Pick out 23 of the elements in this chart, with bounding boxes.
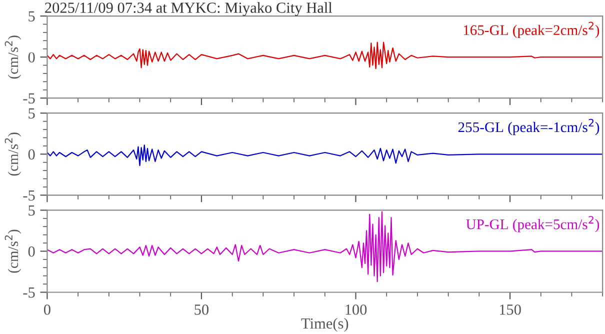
y-tick-label: 0 — [28, 149, 35, 160]
y-tick-label: 5 — [28, 205, 35, 216]
y-axis-title: (cm/s$^{2}$) — [4, 132, 22, 176]
y-tick-label: 5 — [28, 11, 35, 22]
y-tick-label: -5 — [23, 93, 35, 104]
series-label: 255-GL (peak=-1cm/s$^{2}$) — [458, 118, 600, 136]
y-tick-label: 5 — [28, 108, 35, 119]
y-tick-label: 0 — [28, 52, 35, 63]
x-tick-label: 150 — [500, 304, 521, 315]
y-tick-label: 0 — [28, 246, 35, 257]
line-series — [47, 144, 603, 166]
series-label: 165-GL (peak=2cm/s$^{2}$) — [464, 22, 600, 38]
x-axis-title: Time(s) — [301, 318, 348, 332]
y-tick-label: -5 — [23, 288, 35, 298]
x-tick-label: 0 — [44, 304, 50, 315]
y-axis-title: (cm/s$^{2}$) — [4, 36, 22, 79]
line-series — [47, 42, 603, 70]
series-label: UP-GL (peak=5cm/s$^{2}$) — [466, 216, 600, 232]
x-tick-label: 50 — [194, 304, 209, 315]
chart-title: 2025/11/09 07:34 at MYKC: Miyako City Hall — [45, 2, 332, 16]
y-tick-label: -5 — [23, 190, 35, 201]
x-tick-label: 100 — [346, 304, 367, 315]
y-axis-title: (cm/s$^{2}$) — [4, 230, 22, 273]
